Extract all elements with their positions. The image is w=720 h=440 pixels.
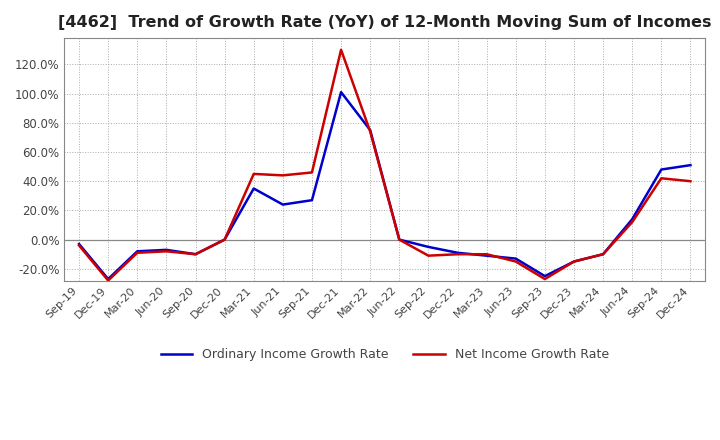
Ordinary Income Growth Rate xyxy=(366,128,374,133)
Ordinary Income Growth Rate xyxy=(395,237,404,242)
Net Income Growth Rate xyxy=(220,237,229,242)
Ordinary Income Growth Rate xyxy=(424,244,433,249)
Legend: Ordinary Income Growth Rate, Net Income Growth Rate: Ordinary Income Growth Rate, Net Income … xyxy=(156,343,614,367)
Title: [4462]  Trend of Growth Rate (YoY) of 12-Month Moving Sum of Incomes: [4462] Trend of Growth Rate (YoY) of 12-… xyxy=(58,15,711,30)
Line: Net Income Growth Rate: Net Income Growth Rate xyxy=(79,50,690,281)
Net Income Growth Rate xyxy=(249,171,258,176)
Ordinary Income Growth Rate xyxy=(541,274,549,279)
Net Income Growth Rate xyxy=(482,252,491,257)
Ordinary Income Growth Rate xyxy=(599,252,608,257)
Net Income Growth Rate xyxy=(424,253,433,258)
Net Income Growth Rate xyxy=(453,252,462,257)
Net Income Growth Rate xyxy=(279,173,287,178)
Ordinary Income Growth Rate xyxy=(337,89,346,95)
Net Income Growth Rate xyxy=(192,252,200,257)
Ordinary Income Growth Rate xyxy=(133,249,142,254)
Ordinary Income Growth Rate xyxy=(570,259,578,264)
Ordinary Income Growth Rate xyxy=(279,202,287,207)
Ordinary Income Growth Rate xyxy=(75,242,84,247)
Net Income Growth Rate xyxy=(599,252,608,257)
Ordinary Income Growth Rate xyxy=(628,216,636,222)
Net Income Growth Rate xyxy=(162,249,171,254)
Line: Ordinary Income Growth Rate: Ordinary Income Growth Rate xyxy=(79,92,690,279)
Ordinary Income Growth Rate xyxy=(453,250,462,255)
Ordinary Income Growth Rate xyxy=(511,256,520,261)
Ordinary Income Growth Rate xyxy=(104,276,112,282)
Net Income Growth Rate xyxy=(75,243,84,248)
Ordinary Income Growth Rate xyxy=(307,198,316,203)
Ordinary Income Growth Rate xyxy=(192,252,200,257)
Net Income Growth Rate xyxy=(366,129,374,134)
Ordinary Income Growth Rate xyxy=(162,247,171,253)
Net Income Growth Rate xyxy=(686,179,695,184)
Net Income Growth Rate xyxy=(395,237,404,242)
Net Income Growth Rate xyxy=(511,259,520,264)
Ordinary Income Growth Rate xyxy=(657,167,666,172)
Net Income Growth Rate xyxy=(104,278,112,283)
Ordinary Income Growth Rate xyxy=(220,237,229,242)
Ordinary Income Growth Rate xyxy=(249,186,258,191)
Net Income Growth Rate xyxy=(337,47,346,52)
Net Income Growth Rate xyxy=(570,259,578,264)
Net Income Growth Rate xyxy=(628,220,636,225)
Net Income Growth Rate xyxy=(541,276,549,282)
Ordinary Income Growth Rate xyxy=(686,162,695,168)
Net Income Growth Rate xyxy=(133,250,142,255)
Net Income Growth Rate xyxy=(307,170,316,175)
Ordinary Income Growth Rate xyxy=(482,253,491,258)
Net Income Growth Rate xyxy=(657,176,666,181)
